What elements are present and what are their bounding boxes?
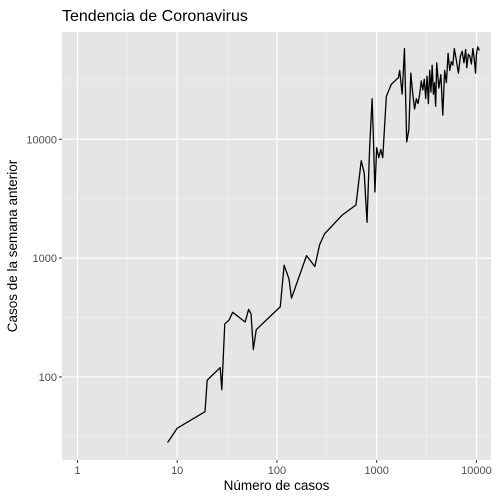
x-tick-label: 1 bbox=[74, 465, 80, 477]
x-tick-label: 10 bbox=[171, 465, 183, 477]
y-tick-label: 10000 bbox=[26, 134, 57, 146]
x-axis-ticks: 1 10 100 1000 10000 bbox=[74, 460, 492, 477]
x-tick-label: 1000 bbox=[364, 465, 388, 477]
x-tick-label: 100 bbox=[268, 465, 286, 477]
y-tick-label: 1000 bbox=[33, 253, 57, 265]
x-tick-label: 10000 bbox=[461, 465, 492, 477]
y-tick-label: 100 bbox=[39, 372, 57, 384]
x-axis-label: Número de casos bbox=[224, 478, 330, 493]
grid-major bbox=[62, 32, 491, 460]
series-line bbox=[166, 46, 480, 444]
chart-title: Tendencia de Coronavirus bbox=[62, 8, 248, 25]
y-axis-label: Casos de la semana anterior bbox=[5, 159, 20, 332]
y-axis-ticks: 100 1000 10000 bbox=[26, 134, 62, 384]
